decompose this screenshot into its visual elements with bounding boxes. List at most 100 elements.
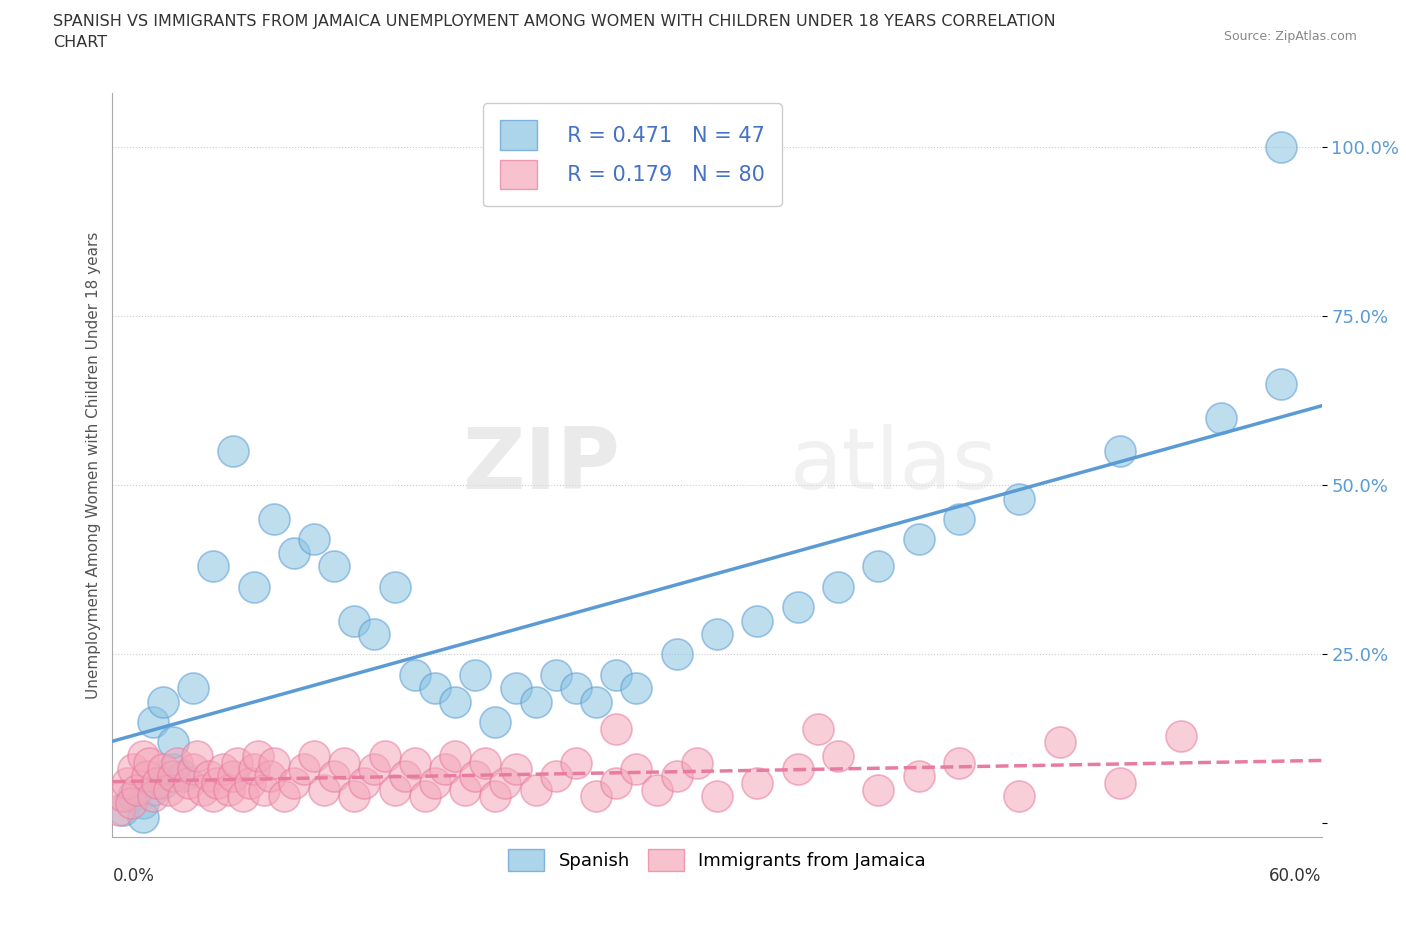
Point [172, 789, 194, 804]
Point [181, 681, 204, 696]
Point [1170, 728, 1192, 743]
Point [423, 776, 446, 790]
Point [786, 600, 808, 615]
Point [333, 755, 356, 770]
Point [827, 749, 849, 764]
Point [423, 681, 446, 696]
Point [505, 681, 527, 696]
Point [121, 762, 143, 777]
Point [246, 749, 269, 764]
Point [312, 782, 335, 797]
Point [868, 782, 890, 797]
Point [259, 769, 281, 784]
Legend: Spanish, Immigrants from Jamaica: Spanish, Immigrants from Jamaica [499, 840, 935, 880]
Point [115, 776, 138, 790]
Point [146, 776, 169, 790]
Point [1049, 735, 1071, 750]
Point [645, 782, 668, 797]
Point [474, 755, 496, 770]
Point [302, 749, 325, 764]
Point [181, 762, 204, 777]
Point [162, 769, 184, 784]
Point [135, 769, 157, 784]
Point [363, 762, 385, 777]
Point [202, 789, 225, 804]
Point [807, 722, 830, 737]
Point [464, 667, 486, 682]
Point [1270, 377, 1292, 392]
Point [166, 755, 188, 770]
Point [222, 769, 245, 784]
Point [524, 782, 547, 797]
Point [565, 681, 588, 696]
Point [747, 613, 769, 628]
Point [444, 695, 467, 710]
Point [218, 782, 240, 797]
Point [665, 769, 688, 784]
Point [868, 559, 890, 574]
Point [232, 789, 254, 804]
Point [292, 762, 315, 777]
Point [157, 782, 180, 797]
Point [263, 512, 285, 526]
Point [207, 776, 229, 790]
Point [222, 444, 245, 458]
Point [142, 714, 165, 729]
Point [363, 627, 385, 642]
Point [162, 735, 184, 750]
Point [484, 789, 506, 804]
Point [191, 782, 214, 797]
Point [202, 559, 225, 574]
Point [948, 755, 970, 770]
Point [747, 776, 769, 790]
Point [374, 749, 396, 764]
Point [544, 667, 567, 682]
Point [433, 762, 456, 777]
Point [226, 755, 249, 770]
Point [585, 695, 607, 710]
Point [605, 776, 627, 790]
Point [404, 667, 426, 682]
Point [404, 755, 426, 770]
Point [1008, 491, 1031, 506]
Text: Source: ZipAtlas.com: Source: ZipAtlas.com [1223, 30, 1357, 43]
Point [253, 782, 276, 797]
Point [242, 579, 264, 594]
Point [238, 776, 260, 790]
Point [626, 762, 648, 777]
Point [107, 803, 129, 817]
Point [464, 769, 486, 784]
Text: SPANISH VS IMMIGRANTS FROM JAMAICA UNEMPLOYMENT AMONG WOMEN WITH CHILDREN UNDER : SPANISH VS IMMIGRANTS FROM JAMAICA UNEMP… [53, 14, 1056, 29]
Point [302, 532, 325, 547]
Point [120, 796, 142, 811]
Text: ZIP: ZIP [463, 423, 620, 507]
Text: CHART: CHART [53, 35, 107, 50]
Point [152, 762, 174, 777]
Point [907, 769, 929, 784]
Point [152, 695, 174, 710]
Point [172, 769, 194, 784]
Point [142, 789, 165, 804]
Point [242, 762, 264, 777]
Point [212, 762, 235, 777]
Point [394, 769, 416, 784]
Point [353, 776, 375, 790]
Point [323, 559, 346, 574]
Point [343, 613, 366, 628]
Point [132, 796, 155, 811]
Point [198, 769, 221, 784]
Point [565, 755, 588, 770]
Point [1270, 140, 1292, 154]
Point [323, 769, 346, 784]
Point [138, 755, 160, 770]
Point [283, 776, 305, 790]
Point [162, 762, 184, 777]
Point [907, 532, 929, 547]
Point [283, 546, 305, 561]
Point [263, 755, 285, 770]
Point [524, 695, 547, 710]
Point [111, 789, 134, 804]
Point [484, 714, 506, 729]
Point [413, 789, 436, 804]
Point [505, 762, 527, 777]
